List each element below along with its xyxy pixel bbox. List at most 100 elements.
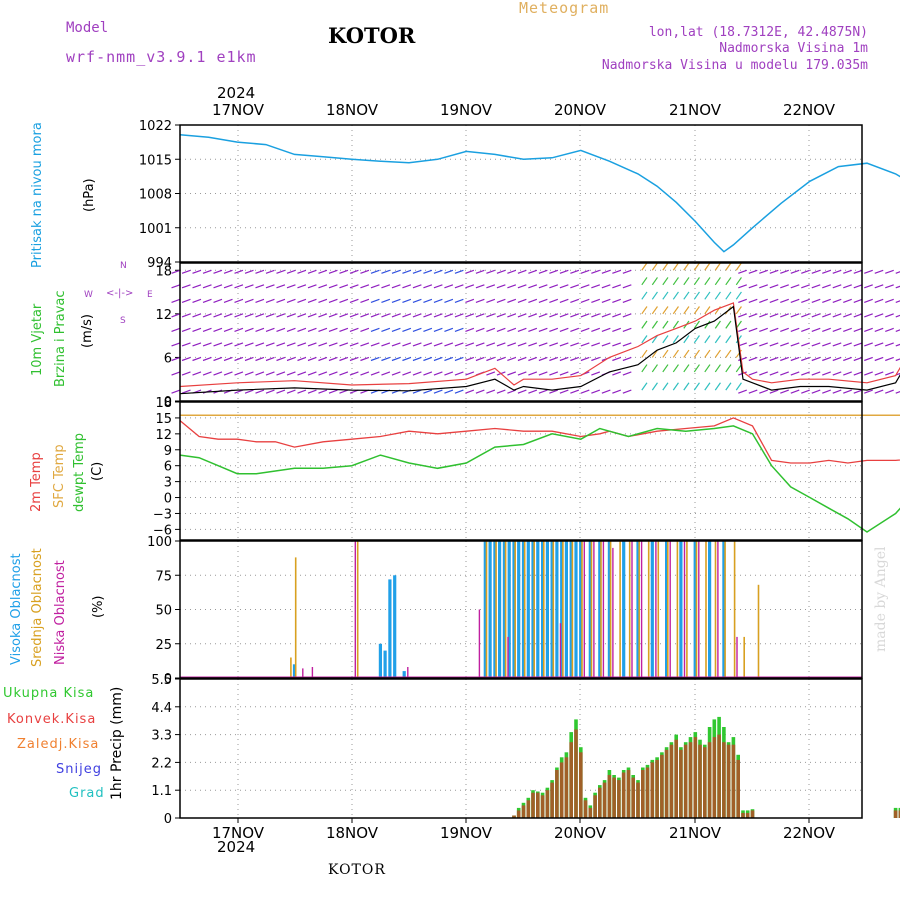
day-label-top-5: 22NOV — [783, 101, 836, 119]
wind-barb — [693, 277, 700, 286]
wind-barb — [651, 291, 658, 300]
precip-bar-conv-29 — [650, 762, 655, 818]
wind-barb — [714, 320, 721, 329]
wind-barb — [662, 291, 669, 300]
wind-barb — [402, 371, 412, 376]
day-label-bottom-3: 20NOV — [554, 824, 607, 842]
wind-barb — [662, 364, 669, 373]
wind-barb — [297, 298, 307, 303]
wind-barb — [704, 306, 711, 315]
wind-barb — [591, 284, 601, 289]
wind-barb — [486, 269, 496, 274]
wind-barb — [874, 342, 884, 347]
wind-barb — [549, 313, 559, 318]
wind-barb — [454, 269, 464, 274]
precip-bar-conv-33 — [669, 744, 674, 818]
wind-barb — [811, 298, 821, 303]
day-label-bottom-0: 17NOV — [212, 824, 265, 842]
wind-barb — [738, 389, 747, 394]
wind-barb — [297, 269, 307, 274]
wind-barb — [559, 356, 569, 362]
wind-barb — [843, 356, 852, 362]
wind-barb — [328, 298, 338, 303]
cloud-bar-high-28 — [598, 541, 602, 678]
ytick-label-0-3: 1001 — [139, 222, 172, 237]
wind-barb — [538, 389, 548, 394]
wind-barb — [276, 356, 286, 362]
cloud-bar-high-11 — [507, 541, 511, 678]
wind-barb — [517, 356, 527, 362]
wind-barb — [538, 371, 548, 376]
wind-barb — [454, 298, 464, 303]
wind-barb — [822, 389, 831, 394]
wind-barb — [612, 342, 622, 347]
wind-barb — [370, 284, 380, 289]
wind-barb — [683, 291, 690, 300]
wind-barb — [234, 298, 244, 303]
wind-barb — [507, 269, 517, 274]
wind-barb — [641, 320, 648, 329]
wind-barb — [181, 371, 191, 376]
wind-barb — [381, 269, 391, 274]
wind-barb — [349, 313, 359, 318]
wind-barb — [725, 277, 732, 286]
wind-barb — [641, 291, 648, 300]
wind-barb — [307, 327, 317, 333]
legend-snow: Snijeg — [56, 762, 102, 777]
wind-barb — [192, 327, 202, 333]
wind-barb — [475, 298, 485, 303]
wind-barb — [496, 269, 506, 274]
wind-barb — [601, 389, 611, 394]
precip-bar-conv-5 — [536, 792, 540, 818]
wind-barb — [244, 298, 254, 303]
wind-barb — [622, 389, 632, 394]
wind-barb — [328, 342, 338, 347]
wind-barb — [486, 389, 496, 394]
cloud-bar-high-15 — [526, 541, 530, 678]
panel-frame-4 — [179, 678, 863, 819]
wind-barb — [580, 284, 590, 289]
legend-freezing-rain: Zaledj.Kisa — [17, 737, 100, 752]
cloud-bar-low-8 — [593, 541, 595, 678]
wind-barb — [570, 371, 580, 376]
cloud-bar-mid-12 — [571, 541, 574, 678]
wind-barb — [454, 342, 464, 347]
precip-bar-conv-14 — [579, 752, 583, 818]
wind-barb — [549, 371, 559, 376]
cloud-bar-low-9 — [602, 541, 605, 678]
cloud-bar-high-24 — [569, 541, 573, 678]
wind-barb — [811, 389, 821, 394]
wind-barb — [528, 371, 538, 376]
wind-barb — [591, 342, 601, 347]
wind-barb — [244, 313, 254, 318]
wind-barb — [349, 371, 359, 376]
product-title: Meteogram — [519, 0, 610, 17]
wind-barb — [622, 298, 632, 303]
wind-barb — [549, 298, 559, 303]
wind-barb — [391, 371, 401, 376]
wind-barb — [843, 284, 852, 289]
wind-barb — [580, 313, 590, 318]
ytick-label-2-6: 0 — [164, 492, 172, 507]
wind-barb — [538, 356, 548, 362]
wind-barb — [297, 371, 307, 376]
wind-barb — [801, 327, 810, 333]
wind-barb — [738, 327, 747, 333]
wind-barb — [580, 269, 590, 274]
wind-barb — [570, 284, 580, 289]
wind-barb — [693, 306, 700, 315]
wind-barb — [591, 327, 601, 333]
wind-barb — [181, 389, 191, 394]
cloud-bar-low-0 — [302, 668, 304, 678]
wind-barb — [738, 356, 747, 362]
wind-barb — [202, 371, 212, 376]
wind-barb — [735, 364, 742, 373]
wind-barb — [780, 313, 789, 318]
wind-barb — [181, 298, 191, 303]
wind-barb — [570, 298, 580, 303]
wind-barb — [822, 313, 831, 318]
wind-barb — [895, 358, 900, 362]
wind-barb — [559, 371, 569, 376]
wind-barb — [769, 342, 779, 347]
wind-barb — [223, 356, 233, 362]
